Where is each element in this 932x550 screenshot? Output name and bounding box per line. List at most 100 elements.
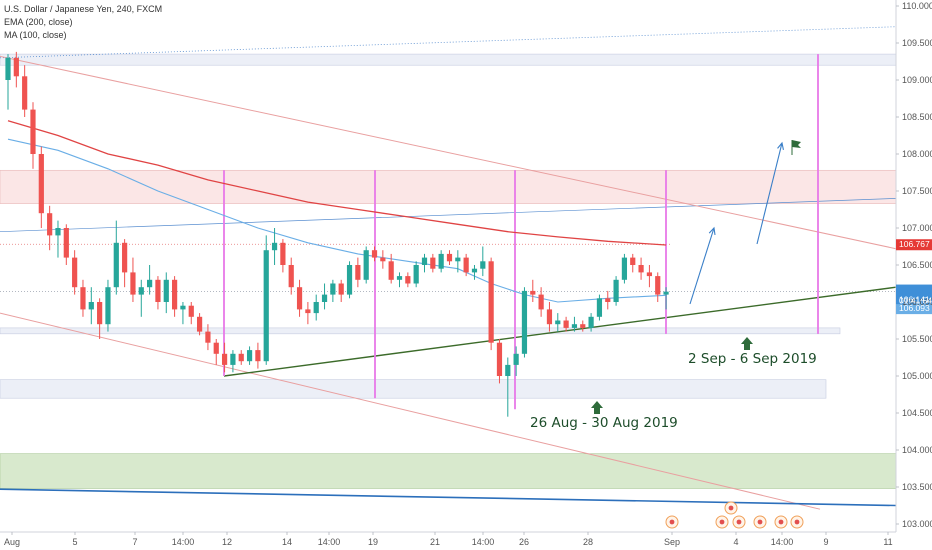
candle-body <box>471 268 478 273</box>
candle-body <box>330 283 336 295</box>
candle-body <box>130 272 136 295</box>
candle-body <box>88 302 94 310</box>
candles-layer <box>5 51 669 417</box>
arrow-second-head <box>777 141 784 150</box>
event-icon-dot <box>669 519 675 525</box>
candle-body <box>388 261 394 280</box>
candle-body <box>371 250 378 258</box>
blue-thin-line <box>0 198 897 233</box>
candle-body <box>38 154 44 214</box>
event-icon-cluster-dot <box>719 519 725 525</box>
candle-body <box>147 279 153 288</box>
x-tick-label: Sep <box>664 537 680 547</box>
event-icon-cluster-dot <box>778 519 784 525</box>
ma-price-badge <box>896 304 932 315</box>
candle-body <box>288 265 294 288</box>
candle-body <box>138 287 144 295</box>
candle-body <box>646 272 653 277</box>
candle-body <box>380 257 386 262</box>
candle-body <box>621 257 628 280</box>
candle-body <box>313 302 319 314</box>
candle-body <box>105 287 111 325</box>
candle-body <box>555 320 561 325</box>
ma-legend: MA (100, close) <box>4 30 67 40</box>
candle-body <box>22 76 28 110</box>
y-tick-label: 106.500 <box>902 260 932 270</box>
channel-upper <box>0 55 897 250</box>
arrow-first-head <box>708 226 716 236</box>
zone-top <box>0 53 897 66</box>
y-tick-label: 110.000 <box>902 1 932 11</box>
candle-body <box>638 265 644 273</box>
x-tick-label: 4 <box>733 537 738 547</box>
channel-lower <box>0 312 821 510</box>
reference-lines <box>0 26 897 293</box>
y-tick-label: 105.500 <box>902 334 932 344</box>
candle-body <box>122 242 128 273</box>
candle-body <box>246 350 253 362</box>
y-tick-label: 103.500 <box>902 482 932 492</box>
candle-body <box>30 109 36 154</box>
candle-body <box>221 353 228 365</box>
candle-body <box>521 290 528 354</box>
candle-body <box>655 276 661 295</box>
x-tick-label: 14:00 <box>472 537 495 547</box>
candle-body <box>263 250 269 362</box>
y-tick-label: 108.000 <box>902 149 932 159</box>
x-tick-label: 11 <box>883 537 892 547</box>
y-tick-label: 107.000 <box>902 223 932 233</box>
chart-title: U.S. Dollar / Japanese Yen, 240, FXCM <box>4 4 163 14</box>
candle-body <box>72 257 78 288</box>
zone-support <box>0 453 897 489</box>
x-tick-label: 5 <box>72 537 77 547</box>
countdown-label: 01:41:54 <box>899 296 932 306</box>
candle-body <box>305 309 311 314</box>
x-tick-label: 14:00 <box>771 537 794 547</box>
candle-body <box>180 305 186 310</box>
x-tick-label: 14:00 <box>172 537 195 547</box>
x-tick-label: 7 <box>132 537 137 547</box>
candle-body <box>155 279 161 302</box>
x-tick-label: 19 <box>368 537 378 547</box>
green-trendline <box>223 286 897 377</box>
channel-lines <box>0 55 897 510</box>
y-tick-label: 109.500 <box>902 38 932 48</box>
x-tick-label: 12 <box>222 537 232 547</box>
y-tick-label: 109.000 <box>902 75 932 85</box>
zone-lower <box>0 379 827 399</box>
candle-body <box>63 228 69 258</box>
candle-body <box>396 276 403 280</box>
candle-body <box>571 324 578 328</box>
candle-body <box>505 364 511 376</box>
blue-long-trendline <box>0 488 897 507</box>
candle-body <box>438 253 444 269</box>
candle-body <box>446 253 453 262</box>
candle-body <box>630 257 636 265</box>
candle-body <box>563 320 569 328</box>
candle-body <box>363 250 369 280</box>
x-tick-label: 14 <box>282 537 292 547</box>
candle-body <box>346 265 353 295</box>
y-tick-label: 105.000 <box>902 371 932 381</box>
candle-body <box>663 291 669 295</box>
candle-body <box>55 228 61 236</box>
event-icon-flag-dot <box>728 505 734 511</box>
candle-body <box>213 342 219 354</box>
candle-body <box>613 279 619 302</box>
current-price-badge <box>896 284 932 306</box>
candle-body <box>421 257 428 265</box>
candle-body <box>588 316 594 328</box>
current-price-badge-text: 106.141 <box>899 295 930 305</box>
candle-body <box>172 279 178 310</box>
candle-body <box>80 287 86 310</box>
zone-resistance <box>0 169 897 204</box>
x-tick-label: 26 <box>519 537 529 547</box>
candle-body <box>355 265 361 280</box>
up-arrow-icon-aug <box>591 401 603 414</box>
candle-body <box>480 261 486 269</box>
ema-price-badge <box>896 239 932 251</box>
event-icon-cluster-dot <box>736 519 742 525</box>
candle-body <box>596 298 603 317</box>
